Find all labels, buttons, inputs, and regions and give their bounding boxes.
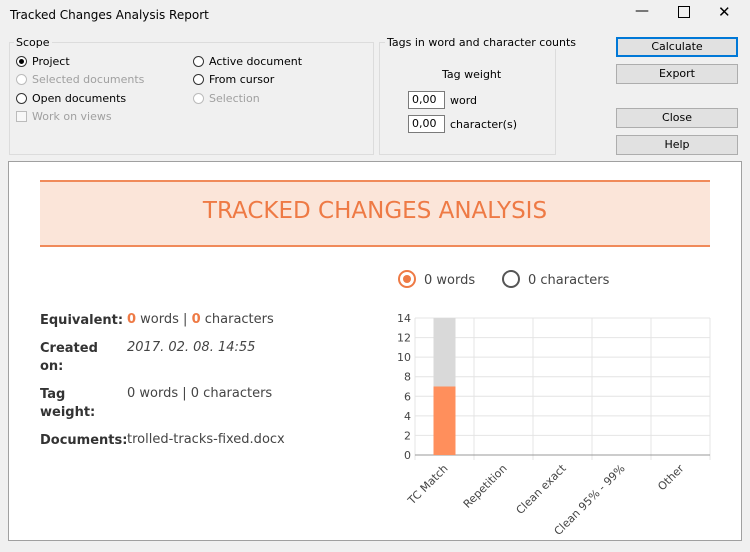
bar-segment [433, 318, 456, 387]
y-tick-label: 0 [404, 449, 411, 462]
documents-label: Documents: [40, 433, 128, 448]
scope-option: Selected documents [16, 73, 144, 86]
report-title: TRACKED CHANGES ANALYSIS [202, 198, 548, 224]
word-label: word [450, 94, 478, 107]
y-tick-label: 12 [397, 332, 411, 345]
scope-option[interactable]: Open documents [16, 92, 126, 105]
char-label: character(s) [450, 118, 517, 131]
option-label: Active document [209, 55, 303, 68]
option-label: Work on views [32, 110, 112, 123]
export-button[interactable]: Export [616, 64, 738, 84]
value-part: 0 [191, 312, 201, 327]
scope-option[interactable]: Active document [193, 55, 302, 68]
tag-weight-value: 0 words | 0 characters [127, 386, 273, 401]
created-value: 2017. 02. 08. 14:55 [127, 340, 256, 355]
scope-group [9, 42, 374, 155]
radio [193, 93, 204, 104]
y-tick-label: 2 [404, 429, 411, 442]
radio [193, 74, 204, 85]
chart: 0 2 4 6 8 10 12 14 TC Match Repetition Clean exact… [397, 312, 711, 536]
radio [193, 56, 204, 67]
created-label: Created on: [40, 341, 98, 374]
y-tick-label: 10 [397, 351, 411, 364]
option-label: Project [32, 55, 70, 68]
tag-weight-label: Tag weight: [40, 387, 96, 420]
close-button[interactable]: Close [616, 108, 738, 128]
option-label: Selected documents [32, 73, 145, 86]
radio [16, 93, 27, 104]
x-tick-label: Repetition [461, 462, 510, 511]
documents-value: trolled-tracks-fixed.docx [127, 432, 285, 447]
minimize[interactable]: — [635, 3, 649, 19]
help-button[interactable]: Help [616, 135, 738, 155]
toggle-label: 0 words [424, 273, 476, 288]
close-window[interactable]: ✕ [718, 3, 731, 21]
value-part: 0 [127, 312, 137, 327]
equivalent-value: 0 words | 0 characters [127, 312, 274, 327]
scope-option: Work on views [16, 110, 112, 123]
char-input[interactable]: 0,00 [408, 115, 445, 133]
maximize[interactable] [678, 6, 690, 18]
value-part: characters [200, 312, 274, 327]
words-toggle[interactable]: 0 words [398, 270, 475, 288]
scope-option: Selection [193, 92, 260, 105]
scope-title: Scope [14, 36, 52, 49]
y-tick-label: 8 [404, 371, 411, 384]
x-tick-label: Clean exact [514, 461, 570, 517]
checkbox [16, 111, 27, 122]
x-tick-label: Other [655, 462, 687, 494]
option-label: Open documents [32, 92, 127, 105]
characters-toggle[interactable]: 0 characters [502, 270, 609, 288]
report-header [40, 180, 710, 247]
option-label: From cursor [209, 73, 275, 86]
tags-title: Tags in word and character counts [385, 36, 579, 49]
equivalent-label: Equivalent: [40, 313, 124, 328]
x-tick-label: TC Match [405, 462, 451, 508]
y-tick-label: 6 [404, 390, 411, 403]
radio [16, 74, 27, 85]
bar-segment [433, 386, 456, 455]
scope-option[interactable]: From cursor [193, 73, 274, 86]
scope-option[interactable]: Project [16, 55, 70, 68]
calculate-button[interactable]: Calculate [616, 37, 738, 57]
word-input[interactable]: 0,00 [408, 91, 445, 109]
value-part: words | [136, 312, 192, 327]
toggle-label: 0 characters [528, 273, 610, 288]
radio [16, 56, 27, 67]
tags-subtitle: Tag weight [442, 68, 502, 81]
y-tick-label: 4 [404, 410, 411, 423]
y-tick-label: 14 [397, 312, 411, 325]
option-label: Selection [209, 92, 260, 105]
window-title: Tracked Changes Analysis Report [10, 8, 209, 22]
